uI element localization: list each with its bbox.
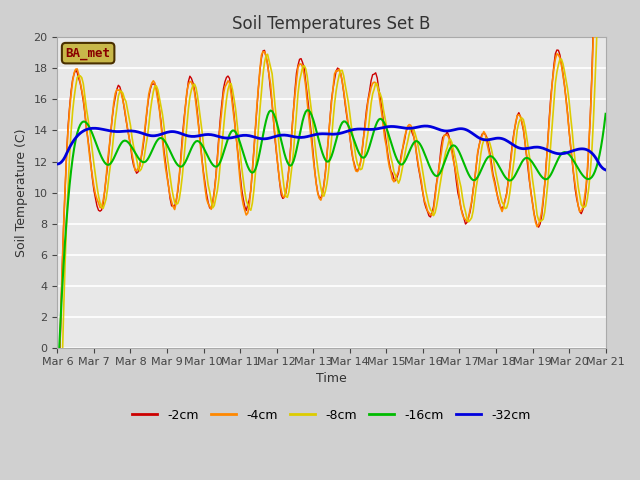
-4cm xyxy=(68,78,76,84)
-16cm xyxy=(397,162,405,168)
-32cm xyxy=(384,124,392,130)
-8cm xyxy=(535,217,543,223)
-8cm xyxy=(396,177,404,182)
-16cm xyxy=(54,388,61,394)
-2cm xyxy=(156,106,163,112)
-32cm xyxy=(68,139,76,145)
-4cm xyxy=(396,161,404,167)
-2cm xyxy=(396,159,404,165)
X-axis label: Time: Time xyxy=(316,372,347,385)
Line: -8cm: -8cm xyxy=(58,0,605,480)
Legend: -2cm, -4cm, -8cm, -16cm, -32cm: -2cm, -4cm, -8cm, -16cm, -32cm xyxy=(127,404,536,427)
Y-axis label: Soil Temperature (C): Soil Temperature (C) xyxy=(15,128,28,257)
-8cm xyxy=(68,108,76,114)
-4cm xyxy=(535,222,543,228)
-16cm xyxy=(536,172,544,178)
Line: -2cm: -2cm xyxy=(58,0,605,466)
-8cm xyxy=(156,96,163,101)
-4cm xyxy=(384,156,392,161)
-16cm xyxy=(385,134,393,140)
-4cm xyxy=(365,92,373,97)
-32cm xyxy=(422,123,430,129)
-2cm xyxy=(535,224,543,230)
Text: BA_met: BA_met xyxy=(66,47,111,60)
-2cm xyxy=(68,77,76,83)
-2cm xyxy=(365,88,373,94)
-16cm xyxy=(367,138,375,144)
-8cm xyxy=(365,115,373,120)
-2cm xyxy=(54,463,61,469)
-32cm xyxy=(54,161,61,167)
-16cm xyxy=(303,107,311,113)
-16cm xyxy=(602,111,609,117)
Title: Soil Temperatures Set B: Soil Temperatures Set B xyxy=(232,15,431,33)
-32cm xyxy=(536,144,544,150)
-32cm xyxy=(396,124,404,130)
-4cm xyxy=(156,107,163,112)
-16cm xyxy=(156,135,163,141)
-4cm xyxy=(54,453,61,458)
-8cm xyxy=(384,134,392,140)
-32cm xyxy=(156,132,163,138)
-32cm xyxy=(602,167,609,173)
-2cm xyxy=(384,152,392,157)
Line: -4cm: -4cm xyxy=(58,0,605,456)
Line: -32cm: -32cm xyxy=(58,126,605,170)
Line: -16cm: -16cm xyxy=(58,110,605,391)
-16cm xyxy=(68,156,76,161)
-32cm xyxy=(365,127,373,132)
